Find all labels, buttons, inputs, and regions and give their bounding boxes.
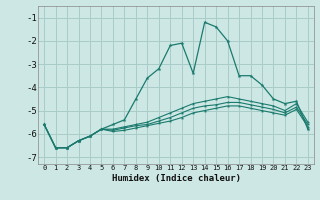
X-axis label: Humidex (Indice chaleur): Humidex (Indice chaleur) xyxy=(111,174,241,183)
